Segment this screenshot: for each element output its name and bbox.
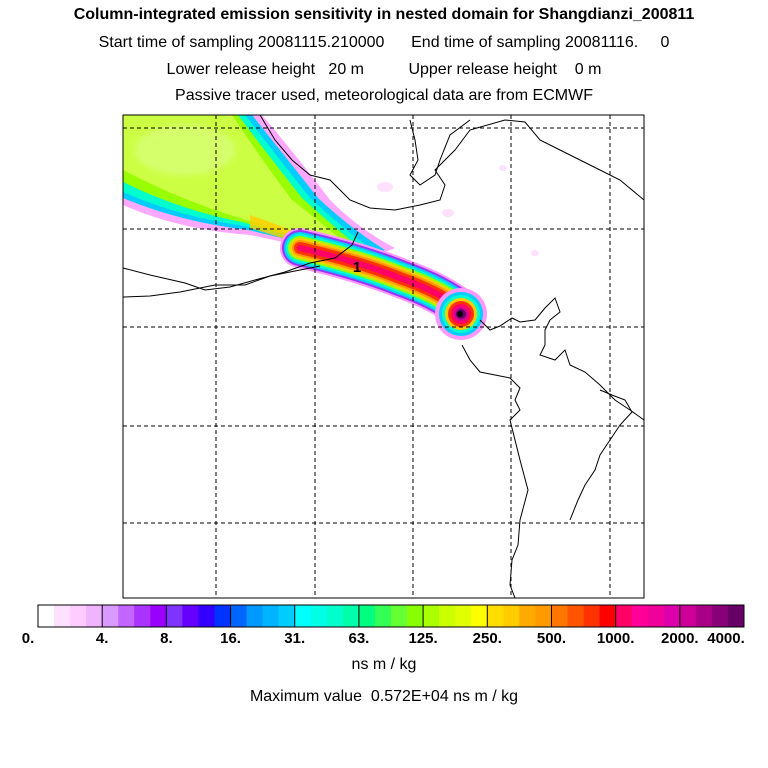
colorbar-cell xyxy=(487,605,504,627)
plume-fan-light-patch xyxy=(135,125,235,175)
colorbar-cell xyxy=(423,605,440,627)
colorbar-tick-label: 8. xyxy=(160,630,173,647)
colorbar-cell xyxy=(326,605,344,627)
sampling-time-text: Start time of sampling 20081115.210000 E… xyxy=(98,34,670,51)
colorbar-tick-label: 500. xyxy=(536,630,567,647)
colorbar-cell xyxy=(551,605,568,627)
colorbar-tick-label: 16. xyxy=(220,630,241,647)
receptor-site-marker xyxy=(457,311,463,317)
border-line xyxy=(123,231,359,291)
colorbar-tick-label: 250. xyxy=(472,630,502,647)
faint-patch xyxy=(714,343,722,349)
colorbar-tick-label: 4000. xyxy=(707,630,745,647)
faint-patch xyxy=(442,209,454,217)
colorbar-cell xyxy=(262,605,279,627)
faint-patch xyxy=(499,165,507,171)
coastline-china xyxy=(461,344,529,598)
border-line xyxy=(123,265,321,298)
colorbar-cell xyxy=(663,605,681,627)
faint-patch xyxy=(377,182,393,192)
colorbar-cell xyxy=(230,605,247,627)
colorbar-cell xyxy=(198,605,215,627)
colorbar-tick-label: 0. xyxy=(21,630,35,647)
colorbar-cell xyxy=(38,605,55,627)
colorbar-cell xyxy=(134,605,151,627)
colorbar-cell xyxy=(503,605,520,627)
colorbar-tick-label: 125. xyxy=(408,630,438,647)
colorbar-tick-label: 31. xyxy=(284,630,306,647)
coastline-east xyxy=(409,119,471,186)
colorbar-tick-label: 1000. xyxy=(596,630,635,647)
colorbar-cell xyxy=(118,605,135,627)
colorbar-cell xyxy=(599,605,616,627)
plume-group xyxy=(123,115,722,349)
plume-tail xyxy=(280,228,487,340)
colorbar-cell xyxy=(278,605,296,627)
colorbar-cell xyxy=(342,605,360,627)
colorbar-frame xyxy=(37,604,745,628)
colorbar-cell xyxy=(391,605,408,627)
colorbar-cell xyxy=(166,605,183,627)
colorbar-cell xyxy=(70,605,87,627)
colorbar-cell xyxy=(294,605,312,627)
colorbar-tick-label: 63. xyxy=(348,630,370,647)
colorbar-cell xyxy=(631,605,649,627)
faint-patch xyxy=(531,250,539,256)
colorbar-cell xyxy=(647,605,665,627)
colorbar-cell xyxy=(455,605,472,627)
colorbar-cell xyxy=(150,605,167,627)
colorbar-cell xyxy=(535,605,552,627)
colorbar-cell xyxy=(407,605,424,627)
colorbar-cell xyxy=(182,605,199,627)
colorbar-cell xyxy=(471,605,488,627)
colorbar-cell xyxy=(374,605,392,627)
plot-title: Column-integrated emission sensitivity i… xyxy=(73,6,695,23)
coastline-korea xyxy=(479,297,644,421)
colorbar-cell xyxy=(519,605,536,627)
colorbar-cell xyxy=(727,605,745,627)
colorbar-cell xyxy=(583,605,600,627)
release-height-text: Lower release height 20 m Upper release … xyxy=(166,61,602,78)
colorbar-tick-label: 4. xyxy=(95,630,109,647)
coastline-north xyxy=(259,115,644,211)
tracer-info-text: Passive tracer used, meteorological data… xyxy=(175,87,593,104)
colorbar xyxy=(38,605,745,627)
colorbar-cell xyxy=(102,605,119,627)
map-frame xyxy=(122,114,645,599)
colorbar-cell xyxy=(214,605,231,627)
colorbar-cell xyxy=(54,605,71,627)
colorbar-cell xyxy=(679,605,697,627)
colorbar-units: ns m / kg xyxy=(351,656,417,673)
colorbar-cell xyxy=(310,605,328,627)
colorbar-cell xyxy=(567,605,584,627)
colorbar-cell xyxy=(695,605,713,627)
coastline-detail xyxy=(569,389,633,521)
maximum-value-text: Maximum value 0.572E+04 ns m / kg xyxy=(249,688,519,705)
colorbar-cell xyxy=(86,605,103,627)
map-grid xyxy=(123,115,644,598)
colorbar-cell xyxy=(246,605,263,627)
colorbar-tick-label: 2000. xyxy=(661,630,699,647)
colorbar-cell xyxy=(358,605,376,627)
colorbar-cell xyxy=(439,605,456,627)
receptor-label: 1 xyxy=(353,259,361,276)
colorbar-cell xyxy=(711,605,729,627)
colorbar-cell xyxy=(615,605,632,627)
coastlines xyxy=(123,115,644,598)
